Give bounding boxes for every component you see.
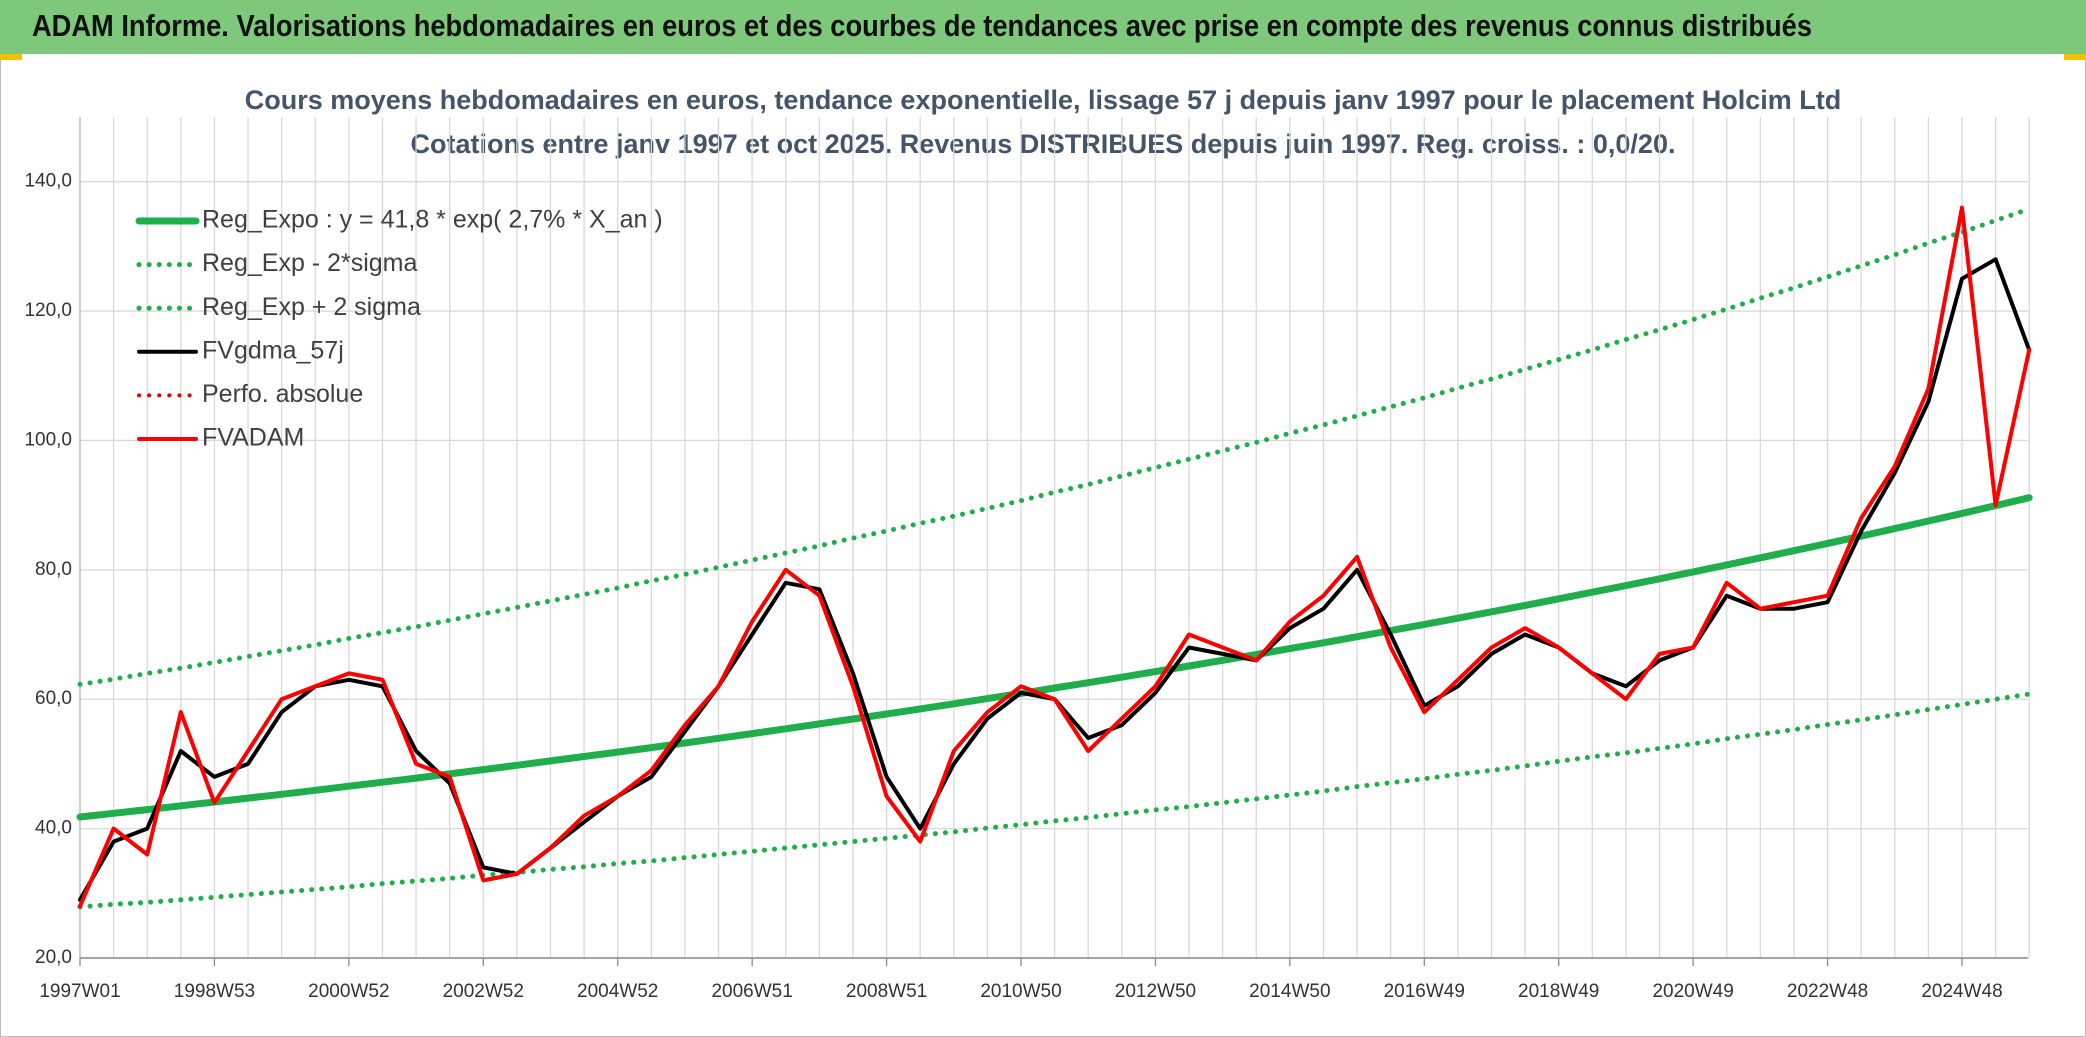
x-tick-label: 2012W50	[1115, 981, 1196, 1002]
series-line	[77, 206, 2032, 687]
x-tick-label: 2010W50	[980, 981, 1061, 1002]
x-tick-label: 2006W51	[711, 981, 792, 1002]
y-tick-label: 80,0	[35, 559, 72, 580]
series-line	[78, 205, 2032, 909]
x-tick-label: 2022W48	[1787, 981, 1868, 1002]
y-tick-label: 120,0	[24, 300, 72, 321]
legend-label: Perfo. absolue	[202, 380, 363, 408]
legend: Reg_Expo : y = 41,8 * exp( 2,7% * X_an )…	[135, 206, 663, 452]
series-line	[77, 691, 2032, 910]
chart-subtitle: Cotations entre janv 1997 et oct 2025. R…	[411, 129, 1676, 159]
y-tick-label: 40,0	[35, 818, 72, 839]
y-tick-label: 140,0	[24, 171, 72, 192]
x-tick-label: 2016W49	[1384, 981, 1465, 1002]
x-tick-label: 2014W50	[1249, 981, 1330, 1002]
series-line	[76, 494, 2033, 821]
header-title: ADAM Informe. Valorisations hebdomadaire…	[32, 8, 1812, 43]
x-tick-label: 2020W49	[1652, 981, 1733, 1002]
y-tick-label: 20,0	[35, 947, 72, 968]
corner	[2064, 54, 2086, 60]
legend-label: Reg_Expo : y = 41,8 * exp( 2,7% * X_an )	[202, 206, 663, 234]
x-tick-label: 2004W52	[577, 981, 658, 1002]
legend-label: FVgdma_57j	[202, 336, 344, 364]
legend-label: FVADAM	[202, 424, 304, 452]
y-tick-label: 100,0	[24, 429, 72, 450]
x-tick-label: 2024W48	[1921, 981, 2002, 1002]
legend-label: Reg_Exp + 2 sigma	[202, 293, 421, 321]
header-bar	[0, 0, 2086, 54]
plot	[76, 205, 2033, 910]
x-tick-label: 2018W49	[1518, 981, 1599, 1002]
corner	[0, 54, 22, 60]
chart-title: Cours moyens hebdomadaires en euros, ten…	[245, 85, 1842, 115]
x-tick-label: 2008W51	[846, 981, 927, 1002]
x-tick-label: 2000W52	[308, 981, 389, 1002]
x-tick-label: 1997W01	[39, 981, 120, 1002]
legend-label: Reg_Exp - 2*sigma	[202, 249, 417, 277]
x-tick-label: 2002W52	[443, 981, 524, 1002]
y-tick-label: 60,0	[35, 688, 72, 709]
x-tick-label: 1998W53	[174, 981, 255, 1002]
grid: 1997W01 1998W53 2000W52 2002W52 2004W52 2006W…	[24, 117, 2030, 1002]
